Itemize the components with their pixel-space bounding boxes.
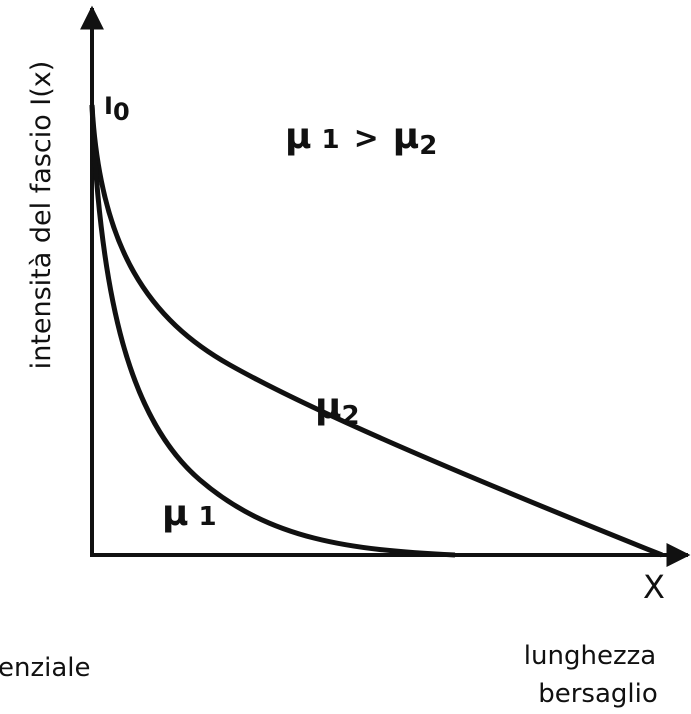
- y-axis-label: intensità del fascio I(x): [26, 61, 57, 370]
- right-caption-line: lunghezza: [524, 641, 656, 671]
- relation: μ 1 > μ2: [285, 116, 437, 161]
- curve-mu1: [89, 104, 456, 558]
- right-caption-line: bersaglio: [538, 679, 658, 709]
- curve-2-label: μ2: [315, 386, 360, 431]
- left-caption: enziale: [0, 653, 91, 683]
- initial-intensity: I0: [104, 92, 130, 126]
- x-axis-label: X: [643, 568, 665, 606]
- curve-mu2: [89, 104, 663, 558]
